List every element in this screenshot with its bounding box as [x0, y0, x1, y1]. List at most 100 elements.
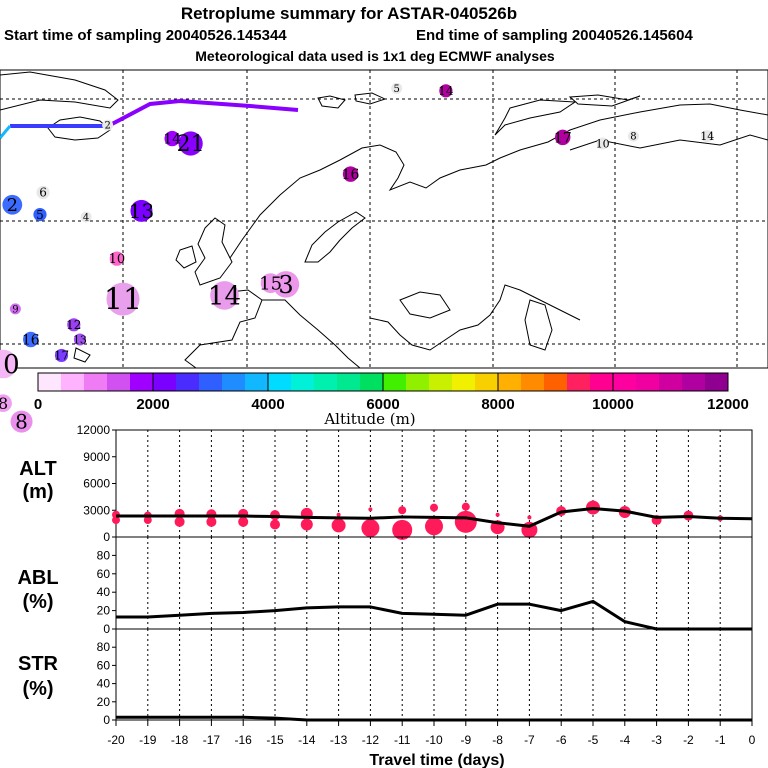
colorbar-cell [567, 373, 591, 391]
cluster-marker [342, 166, 359, 182]
colorbar-cell [544, 373, 568, 391]
colorbar-cell [153, 373, 177, 391]
coastline-azores [73, 347, 91, 363]
cluster-label: 5 [393, 84, 399, 95]
data-point [270, 519, 280, 530]
coastline-caspian [524, 299, 553, 351]
cluster-marker [178, 131, 203, 156]
cluster-label: 14 [163, 132, 181, 148]
x-tick-label: -9 [460, 733, 471, 747]
cluster-label: 14 [700, 130, 714, 143]
cluster-marker [0, 349, 18, 379]
colorbar-cell [659, 373, 683, 391]
colorbar-cell [314, 373, 338, 391]
coastline-italy-adriatic [262, 299, 361, 369]
cluster-marker [2, 194, 23, 215]
cluster-label: 13 [73, 333, 87, 346]
altitude-colorbar: 0 2000 4000 6000 8000 10000 12000 Altitude (m) [34, 372, 749, 428]
cluster-marker [555, 129, 571, 146]
y-tick-label: 80 [97, 548, 111, 562]
coastline-arctic-island [354, 92, 387, 105]
colorbar-cell [245, 373, 269, 391]
data-point [112, 516, 120, 525]
cluster-label: 16 [22, 332, 40, 348]
cluster-marker [73, 333, 86, 346]
cluster-labels: 1081114315161712139108265413211416251417… [0, 82, 714, 434]
cluster-label: 9 [12, 304, 18, 315]
x-tick-label: -14 [298, 733, 316, 747]
cluster-label: 14 [208, 282, 241, 312]
y-tick-label: 0 [103, 622, 110, 636]
cluster-marker [54, 348, 69, 363]
cluster-label: 11 [104, 283, 142, 318]
colorbar-cell [360, 373, 384, 391]
x-tick-label: -7 [524, 733, 535, 747]
colorbar-cell [38, 373, 62, 391]
cluster-marker [106, 282, 140, 316]
data-point [398, 506, 407, 515]
plume-tracks [0, 98, 299, 139]
coastline-baltic [304, 211, 366, 263]
track-segment-start [0, 125, 12, 139]
cluster-label: 16 [342, 167, 360, 183]
panel-str: 0 20 40 60 80 [97, 628, 753, 727]
data-point [336, 512, 341, 517]
x-tick-label: 0 [749, 733, 756, 747]
x-tick-label: -17 [203, 733, 221, 747]
x-tick-label: -4 [619, 733, 630, 747]
cluster-marker [164, 130, 180, 147]
figure-title: Retroplume summary for ASTAR-040526b [181, 4, 517, 23]
series-line [116, 506, 753, 528]
colorbar-cell [682, 373, 706, 391]
coastline-novaya-zemlya [494, 99, 577, 136]
cluster-label: 8 [630, 132, 636, 143]
start-time-label: Start time of sampling 20040526.145344 [4, 27, 287, 44]
abl-unit: (%) [22, 591, 53, 613]
x-tick-label: -18 [171, 733, 189, 747]
coastline-svalbard [317, 95, 346, 109]
colorbar-cell [337, 373, 361, 391]
colorbar-cell [176, 373, 200, 391]
str-unit: (%) [22, 678, 53, 700]
cluster-label: 15 [259, 273, 282, 294]
colorbar-tick-label: 8000 [481, 396, 514, 413]
y-tick-label: 20 [97, 695, 111, 709]
panel-abl: 0 20 40 60 80 [97, 536, 753, 636]
colorbar-tick-label: 0 [34, 396, 42, 413]
cluster-label: 2 [104, 121, 110, 132]
cluster-label: 4 [83, 213, 89, 224]
data-point [430, 503, 438, 512]
data-point [300, 518, 313, 531]
data-point [238, 516, 249, 527]
cluster-marker [109, 251, 124, 266]
x-tick-label: -8 [492, 733, 503, 747]
colorbar-cell [475, 373, 499, 391]
colorbar-tick-label: 12000 [707, 396, 749, 413]
colorbar-cell [383, 373, 407, 391]
cluster-marker [33, 207, 47, 222]
cluster-marker [391, 82, 403, 94]
colorbar-cell [107, 373, 131, 391]
y-tick-label: 9000 [83, 450, 110, 464]
x-tick-label: -11 [394, 733, 411, 747]
colorbar-tick-label: 2000 [136, 396, 169, 413]
y-tick-label: 60 [97, 567, 111, 581]
cluster-marker [701, 130, 714, 143]
colorbar-cell [268, 373, 292, 391]
y-tick-label: 3000 [83, 503, 110, 517]
data-point [143, 516, 152, 525]
x-tick-label: -15 [266, 733, 284, 747]
coastline-britain [194, 217, 233, 286]
cluster-label: 8 [15, 410, 28, 434]
alt-title: ALT [19, 458, 56, 480]
panel-alt: 0 3000 6000 9000 12000 [77, 423, 753, 544]
met-data-label: Meteorological data used is 1x1 deg ECMW… [195, 48, 555, 64]
cluster-marker [627, 130, 639, 142]
colorbar-cell [406, 373, 430, 391]
cluster-marker [0, 394, 12, 412]
y-tick-label: 6000 [83, 477, 110, 491]
data-point [361, 519, 380, 538]
map-frame [0, 69, 768, 369]
data-point [331, 518, 346, 533]
